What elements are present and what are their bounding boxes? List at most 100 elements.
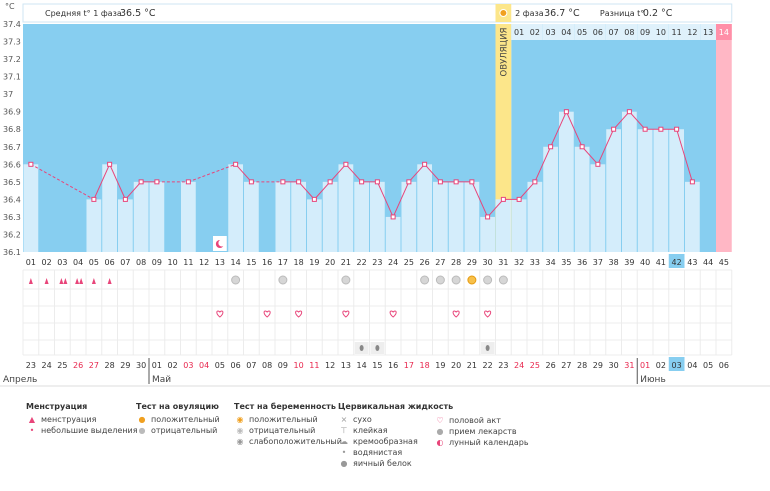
phase2-day-number: 04 bbox=[561, 28, 571, 37]
cycle-day-label: 25 bbox=[404, 258, 414, 267]
calendar-date-label: 29 bbox=[120, 361, 130, 370]
temperature-line-segment bbox=[109, 164, 126, 200]
spotting-icon: • bbox=[29, 426, 35, 435]
temperature-point bbox=[91, 196, 97, 202]
phase2-day-number: 05 bbox=[577, 28, 587, 37]
calendar-date-label: 27 bbox=[89, 361, 99, 370]
temperature-point bbox=[343, 161, 349, 167]
moon-icon-cutout bbox=[218, 239, 226, 247]
calendar-date-label: 24 bbox=[42, 361, 52, 370]
temperature-line-segment bbox=[613, 111, 630, 130]
temperature-bar bbox=[574, 146, 590, 252]
legend-title: Цервикальная жидкость bbox=[338, 402, 454, 411]
temperature-bar bbox=[307, 199, 322, 252]
y-tick-label: 37 bbox=[3, 90, 13, 99]
cycle-day-label: 41 bbox=[656, 258, 666, 267]
header-bar bbox=[22, 3, 733, 23]
temperature-point bbox=[28, 161, 34, 167]
temperature-bar bbox=[669, 129, 684, 252]
pregnancy-weak-icon: ◉ bbox=[236, 437, 244, 446]
pill-icon bbox=[341, 275, 351, 285]
ovulation-negative-icon: ● bbox=[138, 426, 146, 435]
calendar-date-label: 03 bbox=[183, 361, 193, 370]
dry-icon: × bbox=[340, 415, 348, 424]
calendar-date-label: 20 bbox=[451, 361, 461, 370]
cycle-day-label: 06 bbox=[105, 258, 115, 267]
temperature-point bbox=[453, 179, 459, 185]
calendar-date-label: 25 bbox=[57, 361, 67, 370]
today-cell bbox=[668, 254, 685, 268]
temperature-point bbox=[248, 179, 254, 185]
calendar-date-label: 05 bbox=[215, 361, 225, 370]
temperature-point bbox=[280, 179, 286, 185]
temperature-point bbox=[327, 179, 333, 185]
cycle-day-label: 14 bbox=[231, 258, 241, 267]
temperature-bar bbox=[448, 181, 464, 252]
cycle-day-label: 16 bbox=[262, 258, 272, 267]
ovulation-positive-icon bbox=[467, 275, 477, 285]
phase2-day-cell bbox=[637, 24, 653, 40]
phase2-day-cell bbox=[605, 24, 622, 40]
diff-label: Разница t° bbox=[600, 9, 644, 18]
temperature-point bbox=[548, 144, 554, 150]
phase2-day-cell bbox=[700, 24, 716, 40]
cycle-day-label: 45 bbox=[719, 258, 729, 267]
legend-item-preg-weak: ◉ слабоположительный bbox=[234, 436, 342, 447]
temperature-bar bbox=[622, 111, 637, 252]
legend-title: Менструация bbox=[26, 402, 88, 411]
calendar-date-label: 26 bbox=[546, 361, 556, 370]
pill-icon bbox=[435, 275, 445, 285]
temperature-point bbox=[311, 196, 317, 202]
phase2-day-cell bbox=[716, 24, 732, 40]
temperature-line-segment bbox=[376, 181, 394, 218]
phase1-value: 36.5 °C bbox=[120, 8, 156, 19]
pill-icon bbox=[498, 275, 508, 285]
today-date-cell bbox=[668, 357, 685, 371]
temperature-bar bbox=[496, 199, 511, 252]
temperature-bar bbox=[606, 129, 621, 252]
temperature-point bbox=[122, 196, 128, 202]
calendar-date-label: 06 bbox=[719, 361, 729, 370]
cycle-day-label: 26 bbox=[420, 258, 430, 267]
temperature-bar bbox=[527, 181, 543, 252]
menstruation-icon bbox=[28, 278, 33, 284]
cycle-day-label: 17 bbox=[278, 258, 288, 267]
menstruation-icon bbox=[44, 278, 49, 284]
temperature-bar bbox=[653, 129, 669, 252]
temperature-point bbox=[579, 144, 585, 150]
cycle-day-label: 31 bbox=[498, 258, 508, 267]
cycle-day-label: 39 bbox=[624, 258, 634, 267]
temperature-line-segment bbox=[581, 146, 599, 165]
temperature-bar bbox=[86, 199, 102, 252]
calendar-date-label: 29 bbox=[593, 361, 603, 370]
pregnancy-positive-icon: ◉ bbox=[236, 415, 244, 424]
phase2-day-cell bbox=[653, 24, 669, 40]
cycle-day-label: 35 bbox=[561, 258, 571, 267]
legend-item-ovu-negative: ● отрицательный bbox=[136, 425, 220, 436]
ovulation-column bbox=[495, 24, 512, 252]
temperature-line-segment bbox=[518, 181, 536, 200]
legend-menstruation: Менструация ▲ менструация • небольшие выде… bbox=[26, 402, 138, 436]
temperature-point bbox=[359, 179, 365, 185]
eggwhite-icon bbox=[375, 345, 380, 351]
calendar-date-label: 10 bbox=[294, 361, 304, 370]
cycle-day-label: 40 bbox=[640, 258, 650, 267]
y-tick-label: 37.4 bbox=[3, 20, 21, 29]
y-tick-label: 36.4 bbox=[3, 195, 21, 204]
y-tick-label: 36.7 bbox=[3, 143, 21, 152]
moon-icon: ◐ bbox=[436, 438, 444, 447]
legend-item-eggwhite: ● яичный белок bbox=[338, 458, 453, 469]
cycle-day-label: 30 bbox=[483, 258, 493, 267]
temperature-point bbox=[469, 179, 475, 185]
calendar-date-label: 27 bbox=[561, 361, 571, 370]
phase2-day-cell bbox=[590, 24, 606, 40]
cycle-day-label: 08 bbox=[136, 258, 146, 267]
cycle-day-label: 32 bbox=[514, 258, 524, 267]
temperature-point bbox=[611, 126, 617, 132]
calendar-date-label: 07 bbox=[246, 361, 256, 370]
legend-item-preg-negative: ◉ отрицательный bbox=[234, 425, 342, 436]
cycle-day-label: 38 bbox=[609, 258, 619, 267]
temperature-point bbox=[107, 161, 113, 167]
heart-icon bbox=[389, 310, 397, 318]
temperature-line-segment bbox=[424, 163, 441, 183]
